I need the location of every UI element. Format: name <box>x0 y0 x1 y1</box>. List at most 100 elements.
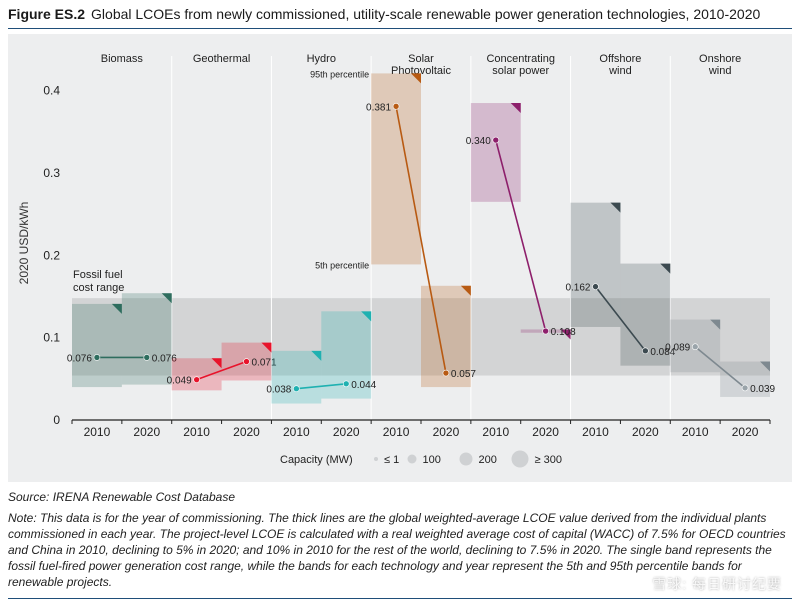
percentile-band-marker <box>660 263 671 274</box>
percentile-95-label: 95th percentile <box>310 69 369 79</box>
top-rule <box>8 28 792 29</box>
y-tick-label: 0.4 <box>43 84 60 98</box>
legend-item-label: ≥ 300 <box>535 454 562 466</box>
data-label: 0.162 <box>565 283 590 294</box>
x-tick-label: 2010 <box>183 425 210 439</box>
x-tick-label: 2010 <box>582 425 609 439</box>
x-tick-label: 2010 <box>682 425 709 439</box>
weighted-average-point <box>93 354 101 361</box>
weighted-average-line <box>395 106 447 374</box>
watermark: 雪球: 每日研讨纪要 <box>652 576 782 592</box>
weighted-average-point <box>193 376 200 383</box>
weighted-average-point <box>243 358 250 365</box>
data-label: 0.049 <box>167 376 192 387</box>
data-label: 0.044 <box>351 380 376 391</box>
legend-item-label: 200 <box>479 454 497 466</box>
legend-item-label: 100 <box>423 454 441 466</box>
weighted-average-line <box>196 360 247 381</box>
category-label: Hydro <box>307 53 336 65</box>
lcoe-chart: 2020 USD/kWh 0 0.1 0.2 0.3 0.4 Fossil fuelcost… <box>17 53 776 468</box>
x-tick-label: 2020 <box>532 425 559 439</box>
x-tick-label: 2020 <box>732 425 759 439</box>
category-label: Geothermal <box>193 53 250 65</box>
percentile-band-marker <box>510 103 521 114</box>
percentile-5-label: 5th percentile <box>315 260 369 270</box>
figure-title: Figure ES.2 Global LCOEs from newly commi… <box>8 6 760 22</box>
legend-size-marker <box>407 454 417 464</box>
x-tick-label: 2020 <box>433 425 460 439</box>
weighted-average-point <box>542 327 549 335</box>
x-tick-label: 2020 <box>133 425 160 439</box>
data-label: 0.381 <box>366 102 391 113</box>
y-tick-label: 0 <box>53 413 60 427</box>
weighted-average-point <box>442 369 450 377</box>
y-axis-label: 2020 USD/kWh <box>17 202 31 285</box>
weighted-average-point <box>342 380 350 388</box>
percentile-band-marker <box>211 358 222 369</box>
percentile-band-marker <box>311 350 322 361</box>
data-label: 0.108 <box>551 327 576 338</box>
data-label: 0.039 <box>750 384 775 395</box>
percentile-band <box>570 202 621 327</box>
figure-label: Figure ES.2 <box>8 6 86 22</box>
weighted-average-line <box>694 346 746 389</box>
legend-size-marker <box>459 452 473 466</box>
weighted-average-line <box>495 139 547 332</box>
percentile-band <box>121 293 172 385</box>
x-tick-label: 2010 <box>383 425 410 439</box>
weighted-average-point <box>392 103 400 110</box>
data-label: 0.089 <box>665 343 690 354</box>
x-tick-label: 2020 <box>233 425 260 439</box>
percentile-band <box>470 103 521 202</box>
percentile-band-marker <box>710 319 721 330</box>
data-label: 0.038 <box>266 385 291 396</box>
data-label: 0.057 <box>451 369 476 380</box>
percentile-band-marker <box>261 342 272 353</box>
x-tick-label: 2010 <box>283 425 310 439</box>
source-text: Source: IRENA Renewable Cost Database <box>8 490 236 504</box>
x-tick-label: 2010 <box>482 425 509 439</box>
category-label: Concentrating <box>486 53 555 65</box>
legend-item-label: ≤ 1 <box>384 454 399 466</box>
weighted-average-line <box>296 382 347 390</box>
category-label: Photovoltaic <box>391 65 451 77</box>
legend-size-marker <box>374 457 378 461</box>
percentile-band-marker <box>610 202 621 213</box>
percentile-band <box>72 303 122 388</box>
percentile-band-marker <box>460 285 471 296</box>
weighted-average-point <box>691 343 699 351</box>
y-tick-label: 0.3 <box>43 166 60 180</box>
legend-size-marker <box>511 450 529 468</box>
category-label: Onshore <box>699 53 741 65</box>
category-label: wind <box>708 65 732 77</box>
figure-title-text: Global LCOEs from newly commissioned, ut… <box>91 6 761 22</box>
percentile-band-marker <box>361 311 372 322</box>
legend-title: Capacity (MW) <box>280 454 353 466</box>
weighted-average-point <box>293 385 300 393</box>
percentile-band <box>271 350 322 404</box>
x-tick-label: 2020 <box>333 425 360 439</box>
weighted-average-point <box>492 136 500 144</box>
fossil-fuel-band <box>72 298 770 376</box>
category-label: wind <box>608 65 632 77</box>
weighted-average-point <box>642 347 649 355</box>
category-label: Biomass <box>101 53 144 65</box>
data-label: 0.076 <box>67 353 92 364</box>
category-label: Solar <box>408 53 434 65</box>
fossil-fuel-label: cost range <box>73 282 124 294</box>
x-tick-label: 2010 <box>84 425 111 439</box>
percentile-band-marker <box>560 329 571 340</box>
data-label: 0.084 <box>650 347 675 358</box>
percentile-band-marker <box>111 303 122 314</box>
chart-panel: 2020 USD/kWh 0 0.1 0.2 0.3 0.4 Fossil fuel cost… <box>8 34 792 482</box>
bottom-rule <box>8 598 792 599</box>
note-text: Note: This data is for the year of commi… <box>8 511 786 589</box>
x-tick-label: 2020 <box>632 425 659 439</box>
data-label: 0.340 <box>466 136 491 147</box>
weighted-average-line <box>594 286 646 352</box>
fossil-fuel-label: Fossil fuel <box>73 269 123 281</box>
percentile-band-marker <box>161 293 172 304</box>
data-label: 0.076 <box>152 353 177 364</box>
percentile-band-marker <box>760 361 770 372</box>
y-tick-label: 0.2 <box>43 248 60 262</box>
